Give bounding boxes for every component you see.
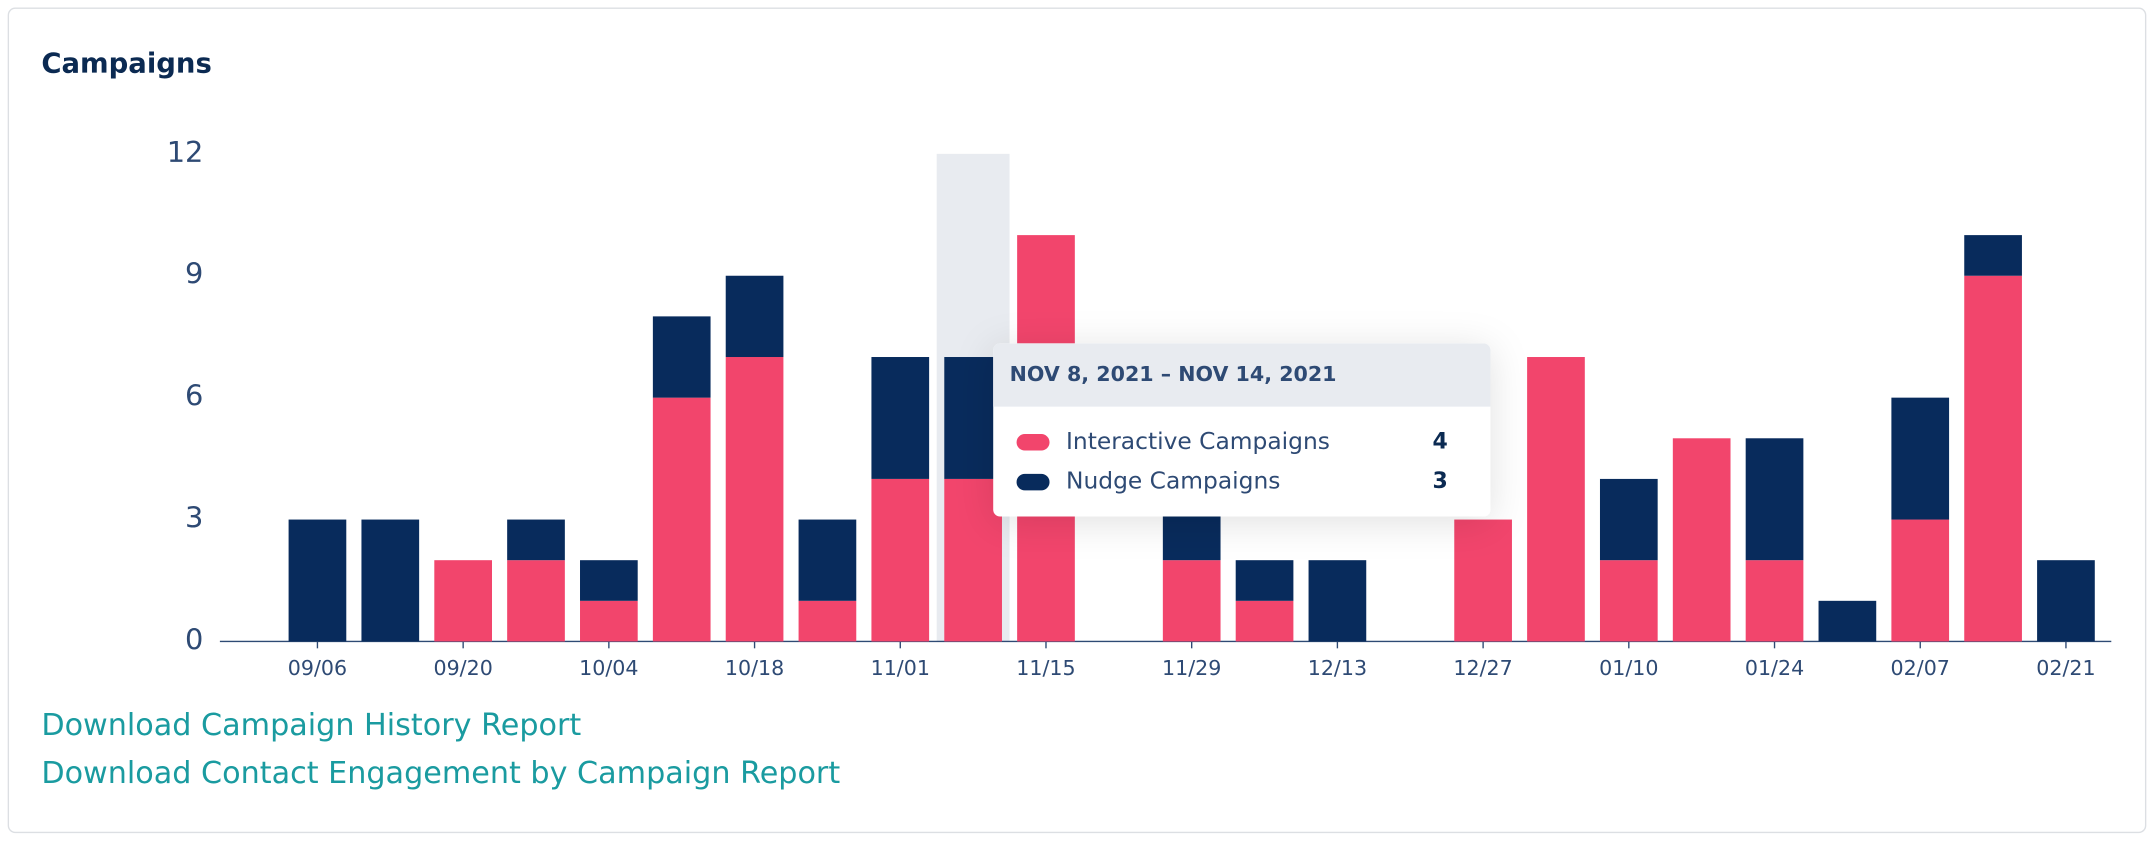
bar-segment [288, 519, 347, 642]
bar-segment [1454, 519, 1512, 642]
bar-segment [2037, 560, 2095, 642]
legend-label: Nudge Campaigns [1066, 467, 1280, 495]
tooltip-value: 4 [1433, 429, 1448, 454]
y-tick-label: 6 [185, 379, 203, 413]
bar-segment [1818, 600, 1877, 642]
bar-segment [652, 316, 711, 398]
bar-segment [1964, 235, 2022, 276]
bar-segment [361, 519, 420, 642]
legend-swatch [1016, 473, 1050, 491]
tooltip-value: 3 [1433, 469, 1448, 494]
x-tick-label: 09/06 [288, 656, 347, 680]
legend-label: Interactive Campaigns [1066, 427, 1330, 455]
bar-segment [944, 478, 1002, 642]
tooltip-rows: Interactive Campaigns 4 Nudge Campaigns 3 [1016, 427, 1448, 495]
y-tick-label: 3 [185, 501, 203, 535]
plot: 0 3 6 9 12 09/06 09/20 10/04 10/18 11/01 11/15 11/2… [167, 135, 2112, 680]
bar-segment [1891, 397, 1950, 520]
bar-segment [725, 357, 784, 642]
x-tick-label: 02/21 [2036, 656, 2095, 680]
link[interactable]: Download Contact Engagement by Campaign … [41, 756, 840, 791]
x-tick-label: 11/29 [1162, 656, 1221, 680]
bar-segment [1235, 560, 1294, 601]
bar-segment [1162, 560, 1221, 642]
y-tick-label: 9 [185, 257, 203, 291]
bar-segment [507, 519, 565, 561]
legend-swatch [1016, 434, 1050, 451]
bar-segment [944, 357, 1002, 479]
bar-segment [580, 560, 638, 601]
x-tick-label: 01/10 [1599, 656, 1658, 680]
bar-segment [1235, 600, 1294, 642]
bar-segment [1599, 560, 1658, 642]
bar-segment [652, 397, 711, 642]
x-tick-label: 09/20 [433, 656, 492, 680]
bar-segment [871, 357, 930, 479]
bar-segment [507, 560, 565, 642]
x-tick-label: 11/01 [871, 656, 930, 680]
bar-segment [1599, 478, 1658, 561]
tooltip-header [993, 343, 1491, 407]
bar-segment [1308, 560, 1367, 642]
bar-segment [798, 600, 857, 642]
x-tick-label: 02/07 [1891, 656, 1950, 680]
x-tick-label: 10/04 [579, 656, 638, 680]
bar-segment [798, 519, 857, 601]
bar-segment [871, 478, 930, 642]
y-tick-label: 12 [167, 135, 204, 169]
y-tick-label: 0 [185, 622, 203, 656]
bar-segment [1672, 438, 1731, 642]
bar-segment [1891, 519, 1950, 642]
x-tick-label: 01/24 [1745, 656, 1804, 680]
bar-segment [725, 275, 784, 358]
link[interactable]: Download Campaign History Report [41, 708, 581, 743]
x-tick-label: 12/13 [1308, 656, 1367, 680]
bar-segment [1964, 275, 2022, 642]
bar-segment [1527, 357, 1585, 642]
bar-segment [580, 600, 638, 642]
chart-title: Campaigns [41, 49, 212, 80]
bar-segment [434, 560, 492, 642]
bar-segment [1745, 560, 1804, 642]
x-tick-label: 12/27 [1453, 656, 1512, 680]
x-tick-label: 11/15 [1016, 656, 1075, 680]
tooltip-title: NOV 8, 2021 – NOV 14, 2021 [1010, 362, 1337, 386]
x-tick-label: 10/18 [725, 656, 784, 680]
bar-segment [1745, 438, 1804, 561]
